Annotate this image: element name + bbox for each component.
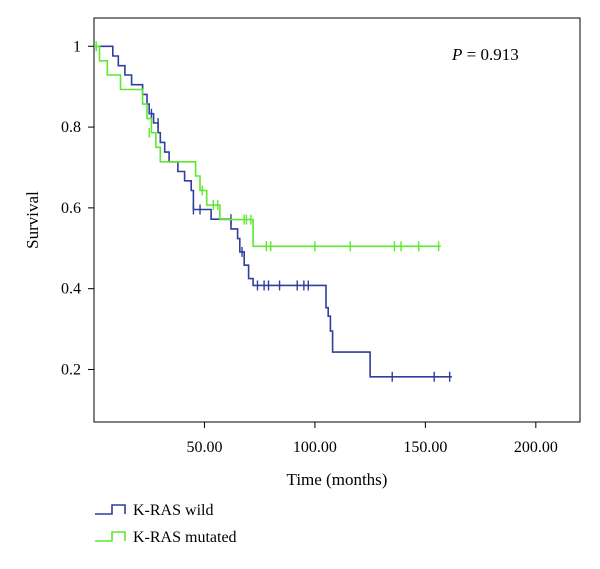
plot-frame bbox=[93, 17, 581, 423]
x-tick-label: 50.00 bbox=[186, 439, 222, 456]
y-tick-label: 0.8 bbox=[61, 119, 81, 136]
y-tick-label: 0.6 bbox=[61, 200, 81, 217]
y-tick-label: 0.4 bbox=[61, 281, 81, 298]
x-axis: 50.00 100.00 150.00 200.00 bbox=[186, 422, 558, 456]
series-line-k-ras-mutated bbox=[94, 45, 441, 248]
series-line-k-ras-wild bbox=[94, 45, 452, 378]
x-tick-label: 200.00 bbox=[514, 439, 558, 456]
legend-symbol-kras-wild bbox=[95, 504, 126, 515]
y-axis-title: Survival bbox=[23, 191, 42, 249]
y-tick-label: 0.2 bbox=[61, 361, 81, 378]
y-tick-label: 1 bbox=[73, 38, 81, 55]
series-layer bbox=[94, 41, 452, 382]
legend-symbol-kras-mutated bbox=[95, 531, 126, 542]
x-tick-label: 150.00 bbox=[403, 439, 447, 456]
p-value-annotation: P = 0.913 bbox=[451, 45, 519, 64]
x-axis-title: Time (months) bbox=[287, 470, 388, 489]
legend-label-kras-wild: K-RAS wild bbox=[133, 502, 213, 519]
legend: K-RAS wild K-RAS mutated bbox=[95, 502, 237, 546]
x-tick-label: 100.00 bbox=[293, 439, 337, 456]
legend-label-kras-mutated: K-RAS mutated bbox=[133, 529, 237, 546]
y-axis: 0.2 0.4 0.6 0.8 1 bbox=[61, 38, 94, 378]
